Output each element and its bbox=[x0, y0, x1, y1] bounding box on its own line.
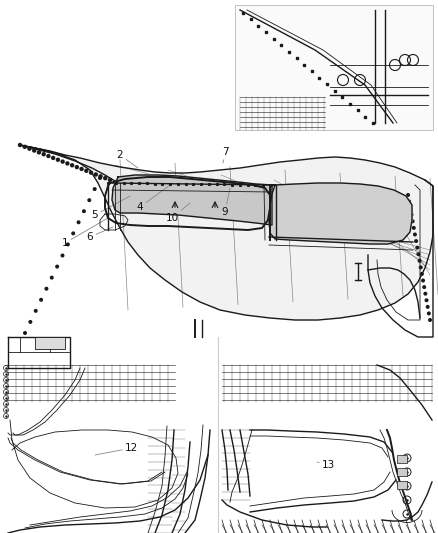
Circle shape bbox=[103, 176, 107, 180]
Circle shape bbox=[98, 176, 102, 180]
Circle shape bbox=[50, 276, 54, 280]
Text: 9: 9 bbox=[222, 188, 230, 217]
Circle shape bbox=[426, 305, 430, 309]
Circle shape bbox=[412, 226, 416, 230]
Text: 10: 10 bbox=[166, 203, 190, 223]
Bar bbox=[35, 337, 65, 349]
Bar bbox=[397, 481, 407, 489]
Circle shape bbox=[28, 320, 32, 324]
Circle shape bbox=[56, 158, 60, 162]
Circle shape bbox=[51, 156, 55, 160]
Circle shape bbox=[23, 331, 27, 335]
Circle shape bbox=[89, 171, 93, 175]
Circle shape bbox=[22, 144, 27, 149]
Circle shape bbox=[410, 213, 413, 217]
Polygon shape bbox=[20, 145, 433, 320]
Circle shape bbox=[44, 287, 49, 290]
Circle shape bbox=[87, 198, 91, 202]
Circle shape bbox=[65, 161, 70, 166]
Circle shape bbox=[70, 163, 74, 167]
Circle shape bbox=[427, 311, 431, 316]
Text: 4: 4 bbox=[137, 185, 170, 212]
Circle shape bbox=[94, 172, 98, 176]
Text: 6: 6 bbox=[87, 227, 113, 242]
Circle shape bbox=[60, 159, 65, 164]
Circle shape bbox=[406, 193, 410, 197]
Circle shape bbox=[428, 318, 432, 322]
Circle shape bbox=[71, 231, 75, 236]
Text: 5: 5 bbox=[92, 196, 130, 220]
FancyBboxPatch shape bbox=[235, 5, 433, 130]
Circle shape bbox=[93, 187, 97, 191]
Text: 1: 1 bbox=[62, 218, 108, 248]
Circle shape bbox=[421, 279, 425, 282]
Circle shape bbox=[37, 150, 41, 155]
Polygon shape bbox=[269, 183, 412, 244]
Bar bbox=[397, 455, 407, 463]
Text: 13: 13 bbox=[317, 460, 335, 470]
Circle shape bbox=[108, 178, 112, 182]
Circle shape bbox=[77, 220, 81, 224]
Circle shape bbox=[42, 152, 46, 156]
Text: 2: 2 bbox=[117, 150, 138, 168]
Circle shape bbox=[32, 148, 36, 153]
Circle shape bbox=[415, 246, 419, 249]
Circle shape bbox=[60, 254, 64, 257]
Circle shape bbox=[39, 298, 43, 302]
Text: 12: 12 bbox=[95, 443, 138, 455]
Circle shape bbox=[417, 259, 422, 263]
Circle shape bbox=[413, 232, 417, 237]
Circle shape bbox=[407, 199, 411, 204]
Circle shape bbox=[46, 154, 51, 158]
Circle shape bbox=[424, 298, 428, 302]
Circle shape bbox=[55, 264, 59, 269]
Circle shape bbox=[420, 272, 424, 276]
Circle shape bbox=[424, 292, 427, 296]
Circle shape bbox=[74, 165, 79, 169]
Circle shape bbox=[66, 243, 70, 246]
Polygon shape bbox=[112, 175, 272, 225]
Circle shape bbox=[84, 168, 88, 173]
Circle shape bbox=[422, 285, 426, 289]
Circle shape bbox=[34, 309, 38, 313]
Bar bbox=[397, 468, 407, 476]
Circle shape bbox=[408, 206, 412, 210]
Circle shape bbox=[411, 219, 415, 223]
Circle shape bbox=[419, 265, 423, 269]
Text: 7: 7 bbox=[222, 147, 228, 163]
Circle shape bbox=[98, 174, 103, 179]
Circle shape bbox=[27, 147, 32, 151]
Circle shape bbox=[417, 252, 420, 256]
Circle shape bbox=[79, 167, 84, 171]
Circle shape bbox=[82, 209, 86, 213]
Circle shape bbox=[414, 239, 418, 243]
Circle shape bbox=[18, 143, 22, 147]
